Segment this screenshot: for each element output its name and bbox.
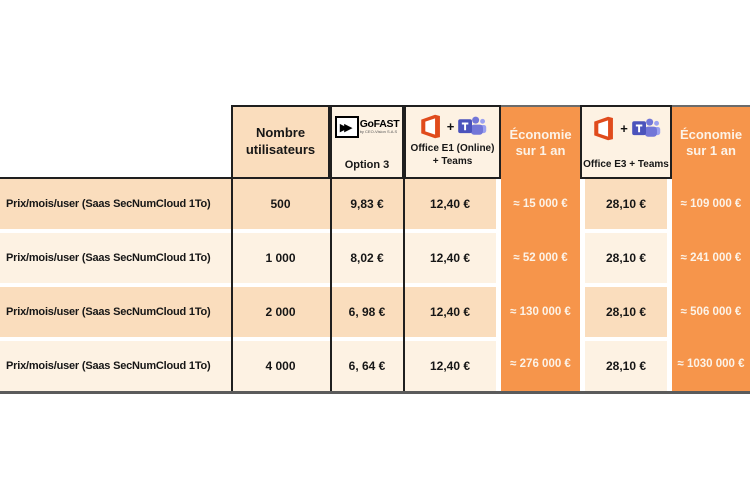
column-divider xyxy=(231,105,233,391)
header-savings-e1: Économie sur 1 an xyxy=(501,107,580,179)
header-savings-e3: Économie sur 1 an xyxy=(672,107,750,179)
plus-sign: + xyxy=(446,119,455,134)
e3-price: 28,10 € xyxy=(585,179,667,229)
plus-sign: + xyxy=(620,121,628,136)
header-users-line1: Nombre xyxy=(255,125,306,141)
header-office-e3: + Office E3 + Teams xyxy=(580,105,672,179)
office-icon xyxy=(594,116,614,141)
column-divider xyxy=(403,105,405,391)
gofast-logo: ▶▶ GoFAST by CEO-Vision S.A.S xyxy=(334,116,400,138)
gofast-logo-tagline: by CEO-Vision S.A.S xyxy=(359,129,398,135)
savings-column-e1: Économie sur 1 an ≈ 15 000 € ≈ 52 000 € … xyxy=(501,105,580,391)
gofast-price: 9,83 € xyxy=(330,179,404,229)
users-count: 4 000 xyxy=(231,341,330,391)
savings-header-line1: Économie xyxy=(679,126,743,142)
savings-e3-row4: ≈ 1030 000 € xyxy=(677,358,745,370)
header-gofast: ▶▶ GoFAST by CEO-Vision S.A.S Option 3 xyxy=(330,105,404,179)
gofast-arrows-icon: ▶▶ xyxy=(334,116,359,138)
row-label: Prix/mois/user (Saas SecNumCloud 1To) xyxy=(0,179,231,229)
savings-e3-row3: ≈ 506 000 € xyxy=(680,306,742,318)
teams-icon xyxy=(631,118,661,137)
e3-price: 28,10 € xyxy=(585,287,667,337)
row-label: Prix/mois/user (Saas SecNumCloud 1To) xyxy=(0,233,231,283)
teams-icon xyxy=(458,116,487,135)
savings-header-line2: sur 1 an xyxy=(686,143,736,158)
savings-e1-row1: ≈ 15 000 € xyxy=(513,198,568,210)
savings-e1-row3: ≈ 130 000 € xyxy=(510,306,571,318)
savings-header-line1: Économie xyxy=(509,126,572,142)
row-label: Prix/mois/user (Saas SecNumCloud 1To) xyxy=(0,341,231,391)
e3-price: 28,10 € xyxy=(585,233,667,283)
users-count: 2 000 xyxy=(231,287,330,337)
e1-price: 12,40 € xyxy=(404,179,496,229)
header-users: Nombre utilisateurs xyxy=(231,105,330,179)
office-icon xyxy=(420,114,440,139)
savings-e1-row4: ≈ 276 000 € xyxy=(510,358,571,370)
savings-header-line2: sur 1 an xyxy=(515,143,566,158)
header-users-line2: utilisateurs xyxy=(245,142,316,157)
users-count: 500 xyxy=(231,179,330,229)
gofast-price: 8,02 € xyxy=(330,233,404,283)
column-divider xyxy=(330,105,332,391)
savings-column-e3: Économie sur 1 an ≈ 109 000 € ≈ 241 000 … xyxy=(672,105,750,391)
savings-e3-row2: ≈ 241 000 € xyxy=(680,252,742,264)
label-column-top-border xyxy=(0,177,233,179)
e1-price: 12,40 € xyxy=(404,233,496,283)
gofast-price: 6, 98 € xyxy=(330,287,404,337)
row-label: Prix/mois/user (Saas SecNumCloud 1To) xyxy=(0,287,231,337)
e3-price: 28,10 € xyxy=(585,341,667,391)
gofast-logo-text: GoFAST xyxy=(359,117,400,130)
table-bottom-border xyxy=(0,391,750,394)
users-count: 1 000 xyxy=(231,233,330,283)
e1-price: 12,40 € xyxy=(404,341,496,391)
savings-e1-row2: ≈ 52 000 € xyxy=(513,252,568,264)
header-e1-line1: Office E1 (Online) xyxy=(410,143,495,154)
header-office-e1: + Office E1 (Online) + Teams xyxy=(404,105,501,179)
savings-e3-row1: ≈ 109 000 € xyxy=(680,198,742,210)
header-e1-line2: + Teams xyxy=(432,156,473,167)
gofast-price: 6, 64 € xyxy=(330,341,404,391)
e1-price: 12,40 € xyxy=(404,287,496,337)
gofast-option-label: Option 3 xyxy=(344,159,390,171)
header-e3-label: Office E3 + Teams xyxy=(583,159,669,170)
